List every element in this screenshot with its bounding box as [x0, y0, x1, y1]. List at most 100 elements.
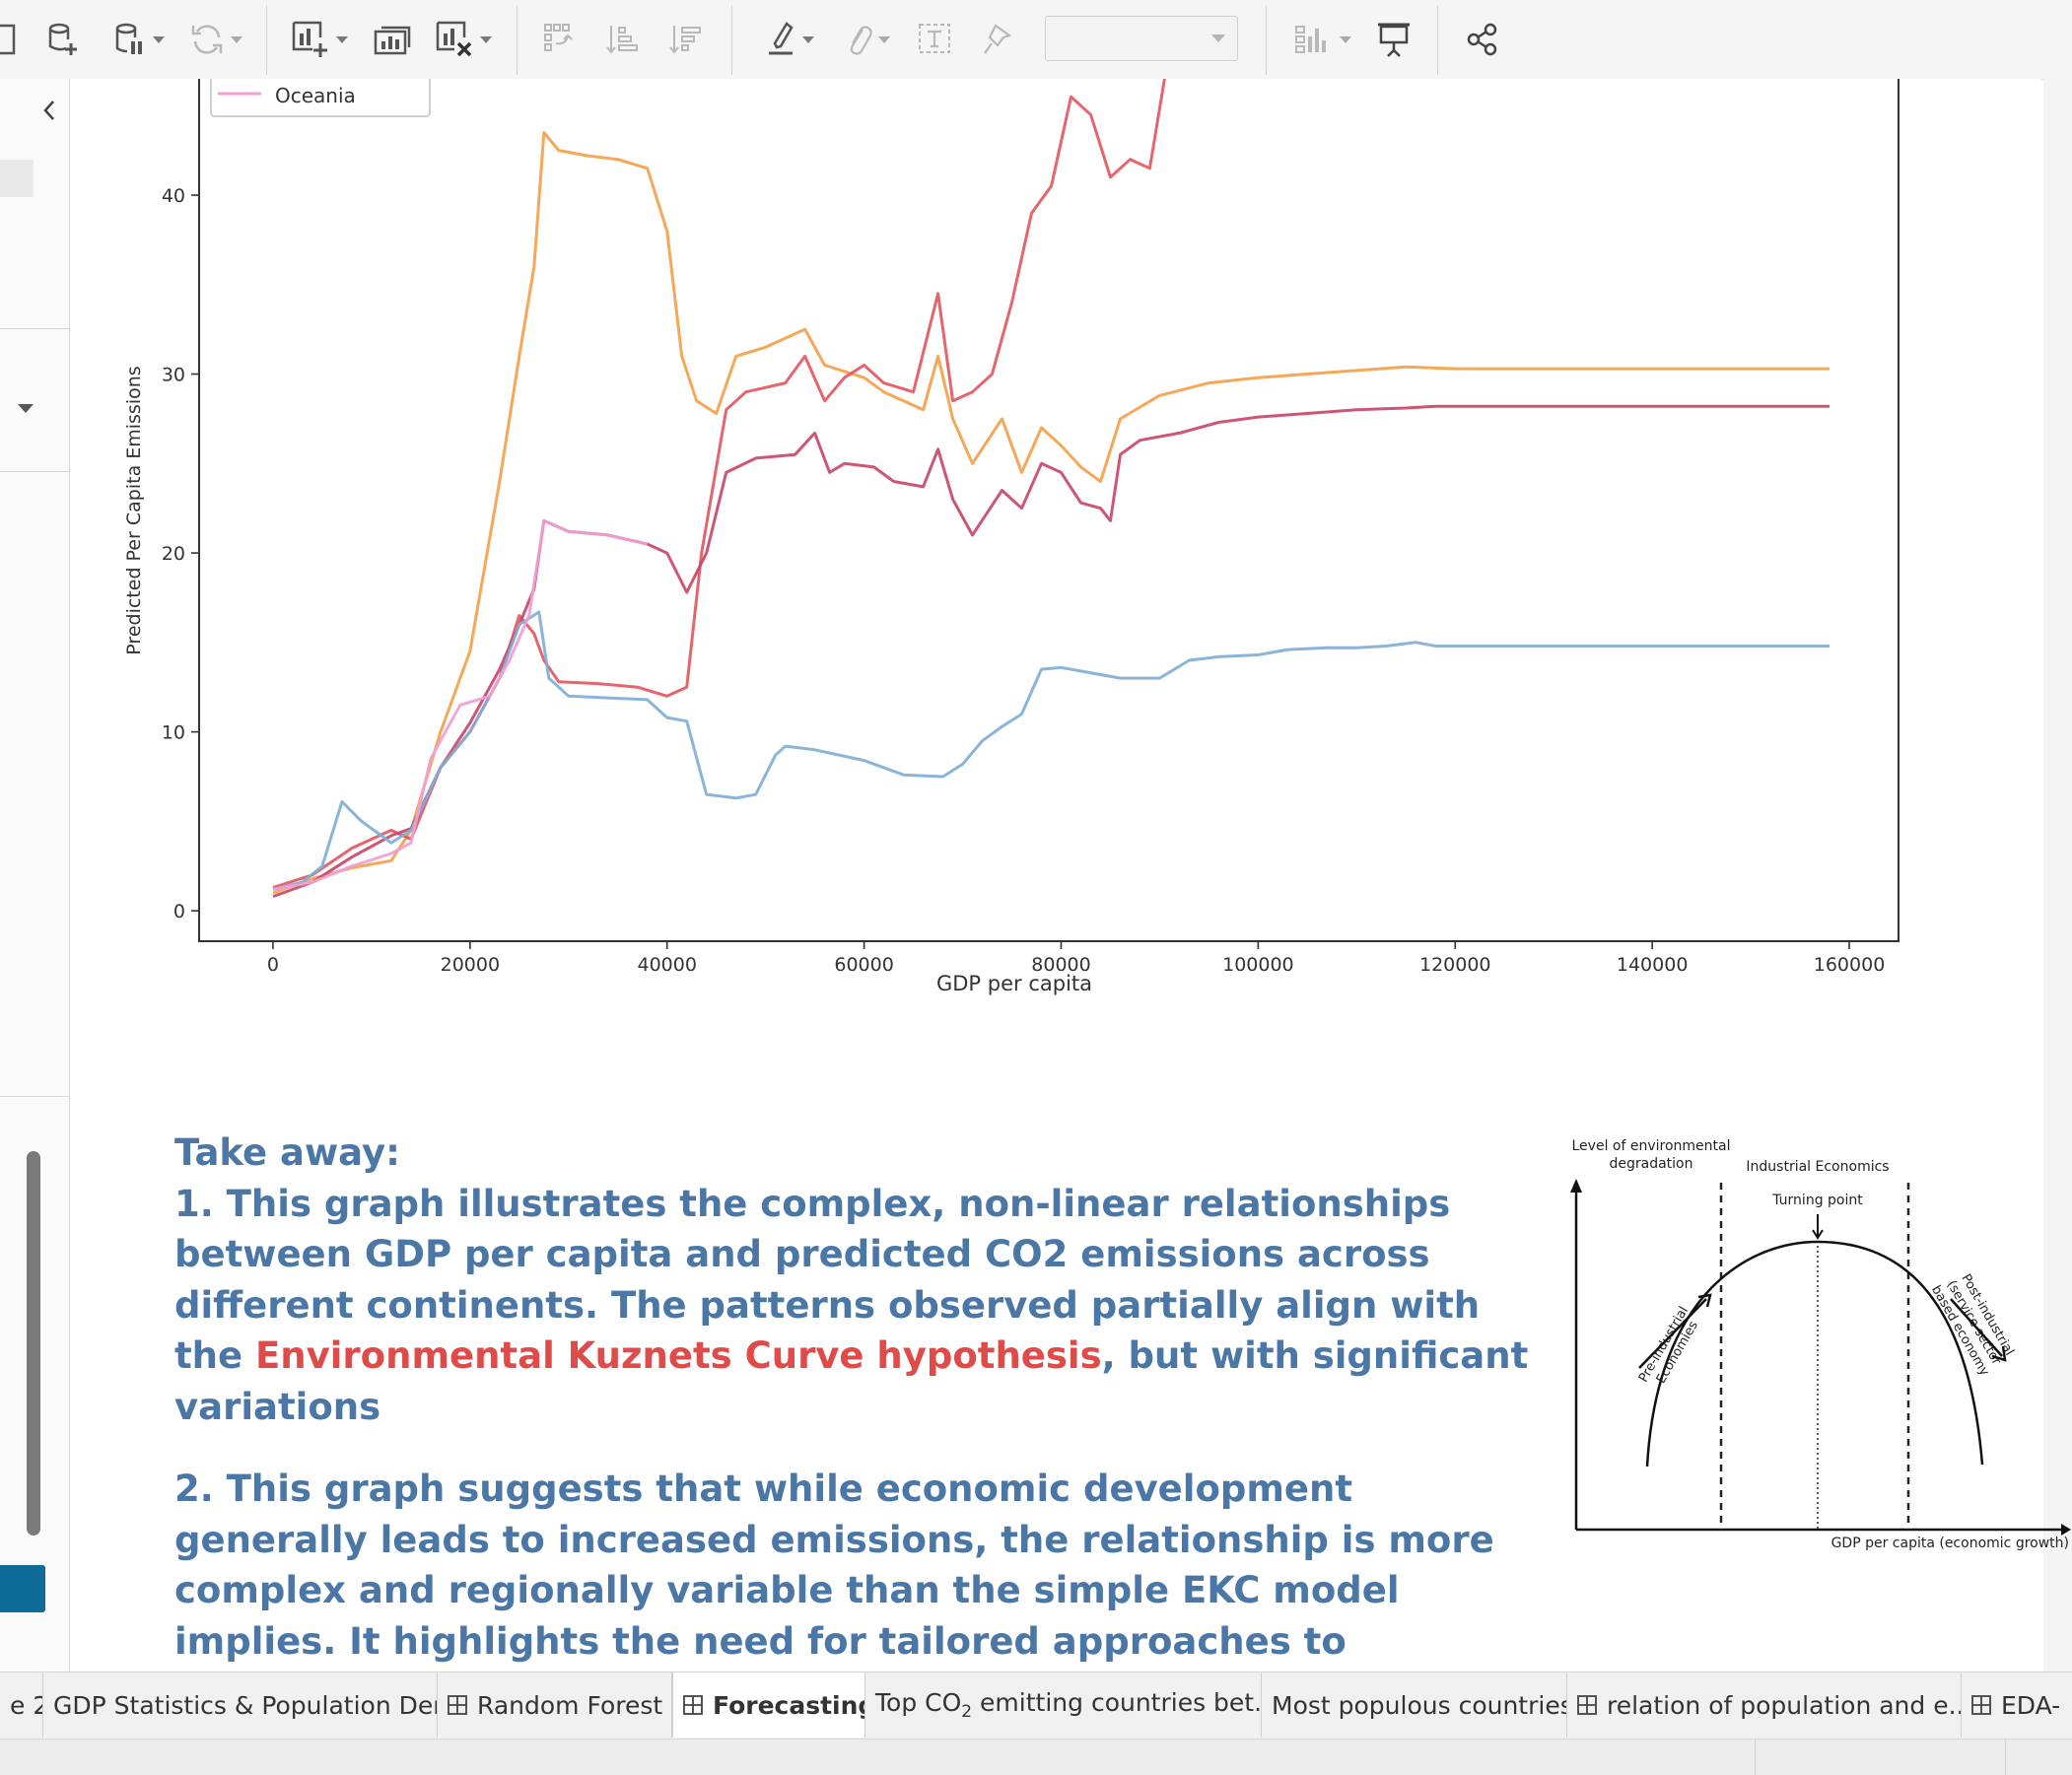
series-line-2 [272, 79, 1166, 889]
x-tick-label: 0 [267, 954, 279, 976]
takeaway-heading: Take away: [174, 1131, 400, 1174]
y-tick-label: 10 [162, 722, 185, 744]
y-axis-label: Predicted Per Capita Emissions [123, 366, 145, 654]
tab-label: relation of population and e... [1607, 1690, 1962, 1720]
tab-label: e 2 [10, 1690, 42, 1720]
dashboard-grid-icon [448, 1695, 467, 1715]
toolbar [0, 0, 2072, 80]
toolbar-separator [731, 6, 732, 75]
y-tick-label: 20 [162, 543, 185, 565]
chevron-down-icon[interactable] [18, 404, 34, 413]
new-worksheet-icon[interactable] [0, 16, 22, 63]
series-line-1 [272, 131, 1830, 895]
panel-action-button[interactable] [0, 1565, 45, 1612]
tab-most-populous-countries[interactable]: Most populous countries [1262, 1673, 1567, 1738]
tab-eda[interactable]: EDA- [1962, 1673, 2072, 1738]
tab-gdp-statistics[interactable]: GDP Statistics & Population Den... [43, 1673, 438, 1738]
tab-random-forest[interactable]: Random Forest [438, 1673, 672, 1738]
series-line-4 [272, 610, 1830, 891]
line-chart: 0 10 20 30 40 0 20000 40000 60000 80000 100000 120… [123, 79, 1899, 995]
tab-label-subscript: 2 [961, 1702, 973, 1722]
attach-icon[interactable] [836, 16, 899, 63]
new-sheet-icon[interactable] [284, 16, 355, 63]
toolbar-separator [1437, 6, 1438, 75]
plot-frame [198, 79, 1899, 942]
panel-divider [0, 1096, 69, 1097]
series-line-3 [272, 404, 1830, 899]
x-axis-label: GDP per capita [936, 972, 1092, 995]
x-tick-label: 80000 [1031, 954, 1090, 976]
text-label-icon[interactable] [915, 16, 954, 63]
tab-label: Top CO2 emitting countries bet... [875, 1688, 1262, 1722]
show-me-icon[interactable] [1287, 16, 1358, 63]
status-bar [0, 1739, 2072, 1775]
ekc-diagram: Level of environmental degradation Indus… [1570, 1138, 2071, 1551]
panel-divider [0, 328, 69, 329]
x-tick-label: 40000 [637, 954, 696, 976]
x-tick-label: 60000 [834, 954, 893, 976]
sheet-tab-bar: e 2 GDP Statistics & Population Den... R… [0, 1672, 2072, 1740]
y-axis: 0 10 20 30 40 [162, 185, 199, 922]
x-axis: 0 20000 40000 60000 80000 100000 120000 140000 1… [267, 941, 1885, 976]
legend-label-oceania: Oceania [275, 84, 356, 107]
tab-label: EDA- [2001, 1690, 2061, 1720]
presentation-mode-icon[interactable] [1370, 16, 1417, 63]
panel-field[interactable] [0, 160, 34, 197]
ekc-y-label-2: degradation [1609, 1156, 1692, 1172]
tab-forecasting[interactable]: Forecasting [672, 1673, 865, 1738]
takeaway-point-1-a: 1. This graph illustrates the complex, n… [174, 1182, 1481, 1378]
chevron-down-icon [1211, 34, 1225, 42]
ekc-x-arrow-icon [2061, 1524, 2071, 1536]
sort-ascending-icon[interactable] [601, 16, 645, 63]
turning-point-arrow-icon [1812, 1214, 1824, 1240]
y-tick-label: 40 [162, 185, 185, 207]
ekc-turning-point-label: Turning point [1771, 1193, 1863, 1208]
refresh-icon[interactable] [181, 16, 250, 63]
toolbar-separator [266, 6, 267, 75]
dashboard-grid-icon [683, 1695, 703, 1715]
collapse-panel-button[interactable] [35, 97, 63, 124]
pin-icon[interactable] [978, 16, 1017, 63]
pause-auto-updates-icon[interactable] [104, 16, 173, 63]
takeaway-point-1-b: , but with significant variations [174, 1334, 1529, 1428]
status-divider [2005, 1740, 2006, 1775]
dashboard-canvas: 0 10 20 30 40 0 20000 40000 60000 80000 100000 120… [70, 79, 2071, 1764]
series-line-5 [272, 518, 649, 891]
tab-top-co2-emitting-countries[interactable]: Top CO2 emitting countries bet... [865, 1673, 1262, 1738]
toolbar-separator [517, 6, 518, 75]
ekc-falling-arrow-icon [1950, 1298, 2003, 1357]
tab-label: Most populous countries [1272, 1690, 1567, 1720]
tab-sheet-2[interactable]: e 2 [0, 1673, 43, 1738]
tab-label: GDP Statistics & Population Den... [53, 1690, 438, 1720]
status-divider [1755, 1740, 1756, 1775]
ekc-highlight: Environmental Kuznets Curve hypothesis [255, 1334, 1102, 1377]
tab-label-prefix: Top CO [875, 1688, 962, 1717]
x-tick-label: 140000 [1617, 954, 1689, 976]
tab-label: Random Forest [477, 1690, 663, 1720]
share-icon[interactable] [1463, 16, 1502, 63]
dashboard-grid-icon [1971, 1695, 1991, 1715]
legend: Oceania [210, 79, 431, 117]
clear-sheet-icon[interactable] [428, 16, 499, 63]
sort-descending-icon[interactable] [664, 16, 708, 63]
tab-relation-population[interactable]: relation of population and e... [1567, 1673, 1962, 1738]
right-margin [2043, 79, 2072, 1672]
view-selector-dropdown[interactable] [1045, 16, 1238, 61]
duplicate-sheet-icon[interactable] [371, 16, 414, 63]
dashboard-grid-icon [1577, 1695, 1597, 1715]
ekc-y-label-1: Level of environmental [1572, 1138, 1731, 1154]
ekc-falling-arrowhead-icon [1991, 1345, 2007, 1362]
ekc-rising-arrowhead-icon [1697, 1293, 1712, 1308]
new-data-source-icon[interactable] [43, 16, 83, 63]
swap-rows-columns-icon[interactable] [538, 16, 582, 63]
highlight-icon[interactable] [759, 16, 822, 63]
side-panel [0, 79, 70, 1672]
ekc-curve [1645, 1240, 1984, 1468]
tab-label-suffix: emitting countries bet... [972, 1688, 1262, 1717]
panel-scrollbar[interactable] [27, 1151, 40, 1536]
x-tick-label: 20000 [441, 954, 500, 976]
ekc-rising-arrow-icon [1638, 1298, 1707, 1369]
ekc-middle-label: Industrial Economics [1746, 1159, 1889, 1175]
ekc-y-arrow-icon [1570, 1179, 1582, 1193]
tab-label: Forecasting [713, 1690, 865, 1720]
